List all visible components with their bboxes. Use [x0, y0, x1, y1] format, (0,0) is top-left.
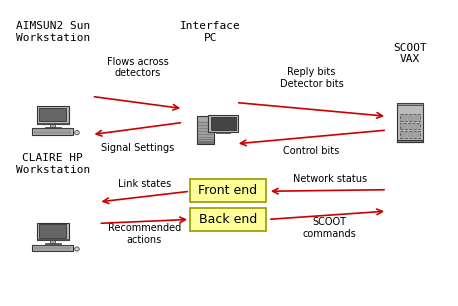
Bar	[32, 129, 73, 135]
Bar	[198, 134, 213, 135]
Text: Link states: Link states	[118, 179, 171, 188]
Text: SCOOT
VAX: SCOOT VAX	[393, 43, 427, 65]
Bar	[198, 131, 213, 132]
Bar	[198, 140, 213, 141]
Bar	[37, 106, 69, 124]
Bar	[208, 115, 238, 132]
Bar	[37, 239, 69, 241]
Text: Reply bits
Detector bits: Reply bits Detector bits	[279, 67, 344, 89]
Bar	[397, 103, 422, 105]
Bar	[37, 123, 69, 124]
Bar	[198, 137, 213, 138]
Ellipse shape	[75, 247, 79, 251]
Text: Recommended
actions: Recommended actions	[108, 223, 181, 245]
Ellipse shape	[75, 131, 79, 135]
Bar	[34, 132, 71, 133]
Text: Back end: Back end	[199, 213, 257, 226]
Text: CLAIRE HP
Workstation: CLAIRE HP Workstation	[16, 153, 90, 175]
Bar	[211, 117, 236, 130]
Text: Signal Settings: Signal Settings	[101, 144, 174, 153]
Bar	[190, 208, 266, 231]
Bar	[397, 140, 422, 142]
Bar	[50, 124, 55, 127]
Bar	[190, 179, 266, 202]
Bar	[198, 140, 213, 141]
Bar	[216, 132, 230, 133]
Bar	[399, 114, 420, 121]
Text: AIMSUN2 Sun
Workstation: AIMSUN2 Sun Workstation	[16, 21, 90, 43]
Bar	[39, 224, 66, 238]
Text: Interface
PC: Interface PC	[180, 21, 241, 43]
Bar	[32, 245, 73, 252]
Bar	[397, 103, 422, 142]
Bar	[34, 250, 71, 251]
Bar	[198, 121, 213, 123]
Bar	[399, 131, 420, 138]
Bar	[34, 248, 71, 249]
Bar	[34, 245, 71, 246]
Bar	[50, 241, 55, 243]
Bar	[34, 247, 71, 248]
Bar	[34, 129, 71, 130]
Bar	[198, 125, 213, 126]
Text: Control bits: Control bits	[284, 147, 339, 156]
Bar	[198, 141, 213, 143]
Text: Network status: Network status	[293, 174, 367, 184]
Bar	[45, 243, 60, 244]
Bar	[399, 123, 420, 129]
Bar	[39, 108, 66, 121]
Bar	[45, 127, 60, 128]
Bar	[198, 128, 213, 129]
Bar	[37, 223, 69, 241]
Text: Front end: Front end	[198, 184, 257, 197]
Bar	[197, 116, 214, 144]
Bar	[34, 133, 71, 134]
Text: Flows across
detectors: Flows across detectors	[107, 57, 168, 78]
Text: SCOOT
commands: SCOOT commands	[303, 217, 357, 239]
Bar	[34, 131, 71, 132]
